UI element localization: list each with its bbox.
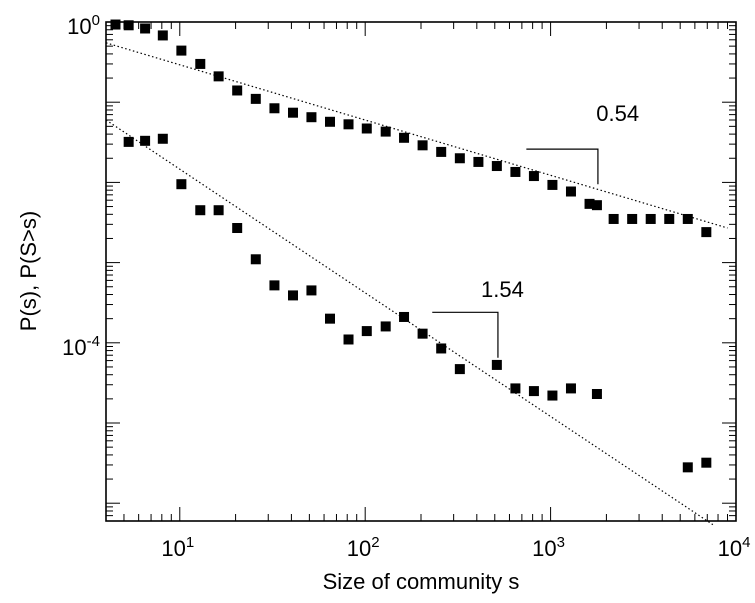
data-point (528, 386, 539, 397)
data-point (701, 227, 712, 238)
data-point (343, 119, 354, 130)
slope-guide (526, 148, 599, 185)
data-point (491, 359, 502, 370)
data-point (306, 112, 317, 123)
data-point (510, 166, 521, 177)
data-point (627, 213, 638, 224)
x-tick-label: 102 (347, 534, 380, 561)
data-point (288, 107, 299, 118)
slope-annotations: 0.54 1.54 (432, 101, 639, 358)
data-point (123, 136, 134, 147)
y-tick-label: 10-4 (62, 333, 100, 360)
x-tick-label: 104 (718, 534, 751, 561)
data-point (250, 254, 261, 265)
data-point (528, 171, 539, 182)
data-point (380, 126, 391, 137)
data-point (250, 93, 261, 104)
data-point (417, 140, 428, 151)
data-point (547, 179, 558, 190)
data-points (110, 19, 712, 473)
data-point (157, 30, 168, 41)
data-point (608, 213, 619, 224)
fit-lines (105, 42, 728, 526)
data-point (417, 328, 428, 339)
slope-label: 1.54 (481, 277, 524, 302)
data-point (140, 23, 151, 34)
data-point (361, 326, 372, 337)
data-point (682, 213, 693, 224)
data-point (399, 311, 410, 322)
data-point (547, 390, 558, 401)
data-point (343, 334, 354, 345)
data-point (110, 19, 121, 30)
data-point (664, 213, 675, 224)
data-point (701, 457, 712, 468)
data-point (195, 205, 206, 216)
data-point (325, 313, 336, 324)
data-point (325, 116, 336, 127)
data-point (510, 383, 521, 394)
data-point (306, 285, 317, 296)
tick-labels: 101 102 103 104 100 10-4 (62, 12, 750, 561)
data-point (269, 103, 280, 114)
data-point (454, 153, 465, 164)
plot-frame (105, 21, 737, 522)
data-point (491, 161, 502, 172)
data-point (436, 146, 447, 157)
data-point (591, 388, 602, 399)
data-point (123, 20, 134, 31)
data-point (157, 133, 168, 144)
data-point (645, 213, 656, 224)
data-point (269, 280, 280, 291)
ticks (105, 21, 737, 522)
data-point (140, 135, 151, 146)
data-point (591, 200, 602, 211)
data-point (176, 179, 187, 190)
data-point (399, 132, 410, 143)
y-axis-label: P(s), P(S>s) (16, 211, 41, 331)
data-point (565, 383, 576, 394)
data-point (473, 156, 484, 167)
data-point (436, 343, 447, 354)
data-point (176, 45, 187, 56)
x-axis-label: Size of community s (323, 569, 520, 594)
data-point (361, 123, 372, 134)
slope-guide (432, 311, 499, 358)
data-point (232, 223, 243, 234)
data-point (288, 290, 299, 301)
x-tick-label: 103 (532, 534, 565, 561)
data-point (195, 58, 206, 69)
data-point (232, 85, 243, 96)
data-point (213, 205, 224, 216)
y-tick-label: 100 (67, 12, 100, 39)
data-point (584, 198, 595, 209)
fit-line (105, 119, 714, 526)
data-point (213, 71, 224, 82)
fit-line (105, 42, 728, 229)
slope-label: 0.54 (596, 101, 639, 126)
x-tick-label: 101 (161, 534, 194, 561)
data-point (682, 462, 693, 473)
data-point (454, 364, 465, 375)
data-point (380, 321, 391, 332)
data-point (565, 186, 576, 197)
